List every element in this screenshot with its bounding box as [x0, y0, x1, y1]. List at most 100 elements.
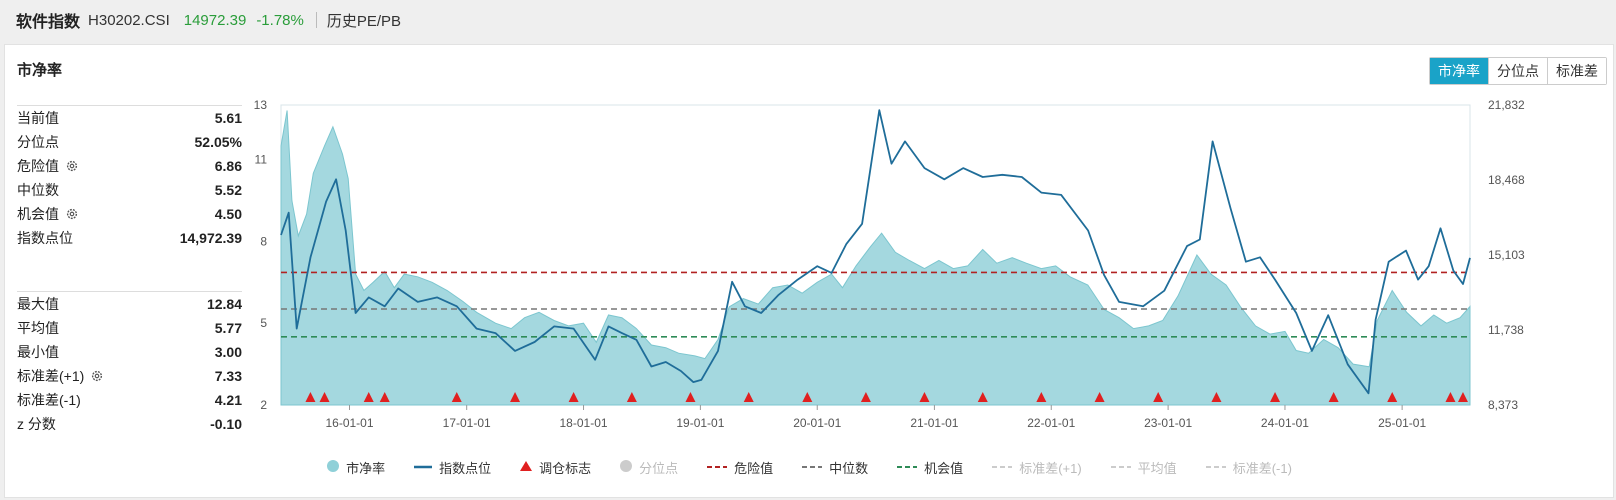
stat-label: 指数点位 — [17, 228, 73, 248]
y-right-tick: 8,373 — [1488, 398, 1518, 412]
rebalance-marker — [1153, 392, 1164, 402]
y-left-tick: 2 — [260, 398, 267, 412]
index-code: H30202.CSI — [88, 11, 170, 29]
legend-label: 市净率 — [346, 460, 386, 476]
rebalance-marker — [363, 392, 374, 402]
metric-button-percentile[interactable]: 分位点 — [1488, 58, 1547, 84]
stat-row: 机会值 4.50 — [17, 202, 242, 226]
legend-item[interactable]: 市净率 — [326, 458, 385, 477]
rebalance-marker — [568, 392, 579, 402]
stat-label: 机会值 — [17, 204, 79, 224]
stat-label-text: 平均值 — [17, 320, 59, 336]
y-left-tick: 13 — [254, 98, 268, 112]
stat-row: 最小值 3.00 — [17, 340, 242, 364]
stat-row: 指数点位 14,972.39 — [17, 226, 242, 250]
y-right-tick: 18,468 — [1488, 173, 1525, 187]
rebalance-marker — [451, 392, 462, 402]
stat-label-text: z 分数 — [17, 416, 56, 432]
rebalance-marker — [1457, 392, 1468, 402]
stat-label-text: 指数点位 — [17, 230, 73, 246]
chart-panel: 市净率 市净率 分位点 标准差 当前值 5.61 分位点 52.05% 危险值 6.86 中… — [4, 44, 1614, 498]
stat-label: 当前值 — [17, 108, 59, 128]
legend-item[interactable]: 机会值 — [896, 458, 963, 477]
triangle-icon — [519, 460, 533, 475]
legend-label: 分位点 — [639, 460, 679, 476]
stat-label-text: 标准差(+1) — [17, 368, 85, 384]
index-price: 14972.39 — [183, 11, 247, 29]
stat-label: 标准差(-1) — [17, 390, 81, 410]
stats-history: 最大值 12.84 平均值 5.77 最小值 3.00 标准差(+1) 7.33 标准差(-1)… — [17, 291, 242, 436]
rebalance-marker — [1445, 392, 1456, 402]
legend-item[interactable]: 标准差(-1) — [1205, 458, 1292, 477]
stat-row: 平均值 5.77 — [17, 316, 242, 340]
rebalance-marker — [510, 392, 521, 402]
stat-label: 最小值 — [17, 342, 59, 362]
stat-label-text: 标准差(-1) — [17, 392, 81, 408]
pb-area-series — [280, 110, 1471, 406]
stat-label: 危险值 — [17, 156, 79, 176]
rebalance-marker — [305, 392, 316, 402]
legend-item[interactable]: 危险值 — [706, 458, 773, 477]
dash-icon — [801, 460, 823, 475]
stat-row: 危险值 6.86 — [17, 154, 242, 178]
stat-value: 6.86 — [214, 158, 242, 174]
x-tick-label: 19-01-01 — [676, 416, 724, 430]
metric-button-pb[interactable]: 市净率 — [1430, 58, 1488, 84]
gear-icon[interactable] — [84, 369, 104, 383]
x-tick-label: 24-01-01 — [1261, 416, 1309, 430]
stat-value: 5.77 — [214, 320, 242, 336]
x-tick-label: 18-01-01 — [560, 416, 608, 430]
legend-item[interactable]: 调仓标志 — [519, 458, 591, 477]
stat-row: 最大值 12.84 — [17, 292, 242, 316]
stat-label-text: 当前值 — [17, 110, 59, 126]
header-divider — [315, 12, 317, 28]
pb-chart: 2 5 8 11 13 8,373 11,738 15,103 18,468 21,832 16-0… — [254, 98, 1525, 430]
rebalance-marker — [802, 392, 813, 402]
legend-label: 指数点位 — [439, 460, 492, 476]
y-left-tick: 11 — [255, 153, 268, 167]
rebalance-marker — [379, 392, 390, 402]
stat-value: 4.21 — [214, 392, 242, 408]
stat-label: 最大值 — [17, 294, 59, 314]
panel-title: 市净率 — [17, 62, 63, 79]
chart-legend: 市净率 指数点位 调仓标志 分位点 危险值 中位数 机会值 标准差(+1) 平均值 标准差(-1) — [5, 453, 1613, 481]
x-tick-label: 22-01-01 — [1027, 416, 1075, 430]
rebalance-marker — [743, 392, 754, 402]
gear-icon[interactable] — [59, 159, 79, 173]
legend-label: 危险值 — [734, 460, 774, 476]
legend-item[interactable]: 指数点位 — [413, 458, 491, 477]
rebalance-marker — [1270, 392, 1281, 402]
gear-icon[interactable] — [59, 207, 79, 221]
legend-label: 中位数 — [829, 460, 869, 476]
dash-icon — [1110, 460, 1132, 475]
legend-label: 标准差(-1) — [1232, 460, 1292, 476]
stat-value: 3.00 — [214, 344, 242, 360]
circle-icon — [326, 459, 340, 476]
history-pe-pb-link[interactable]: 历史PE/PB — [326, 12, 402, 30]
legend-item[interactable]: 分位点 — [619, 458, 678, 477]
stat-label: 平均值 — [17, 318, 59, 338]
stat-value: 5.52 — [214, 182, 242, 198]
legend-item[interactable]: 中位数 — [801, 458, 868, 477]
x-tick-label: 17-01-01 — [443, 416, 491, 430]
legend-item[interactable]: 标准差(+1) — [991, 458, 1082, 477]
stat-label: 标准差(+1) — [17, 366, 104, 386]
stat-label: 分位点 — [17, 132, 59, 152]
legend-label: 调仓标志 — [539, 460, 592, 476]
stat-value: -0.10 — [210, 416, 242, 432]
stat-value: 4.50 — [214, 206, 242, 222]
stat-label: 中位数 — [17, 180, 59, 200]
x-tick-label: 21-01-01 — [910, 416, 958, 430]
y-left-tick: 8 — [260, 234, 267, 248]
stat-label-text: 最小值 — [17, 344, 59, 360]
stat-label-text: 中位数 — [17, 182, 59, 198]
stat-value: 7.33 — [214, 368, 242, 384]
legend-label: 标准差(+1) — [1019, 460, 1082, 476]
metric-toggle-group: 市净率 分位点 标准差 — [1429, 57, 1607, 85]
legend-item[interactable]: 平均值 — [1110, 458, 1177, 477]
metric-button-stddev[interactable]: 标准差 — [1547, 58, 1606, 84]
rebalance-marker — [1036, 392, 1047, 402]
stat-value: 14,972.39 — [179, 230, 242, 246]
stat-label-text: 最大值 — [17, 296, 59, 312]
rebalance-marker — [919, 392, 930, 402]
